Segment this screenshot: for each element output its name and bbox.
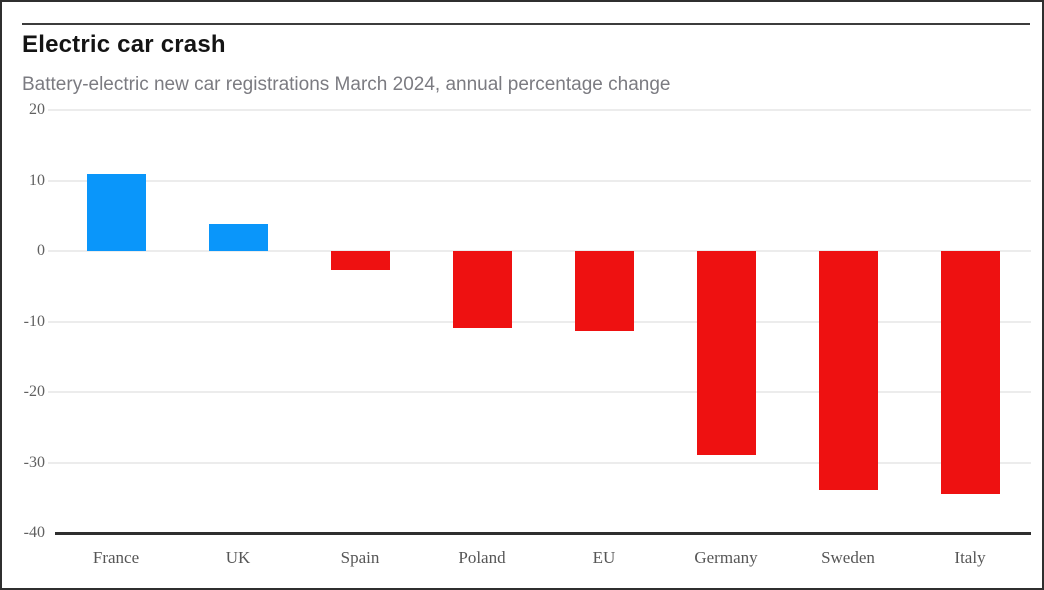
x-label-italy: Italy — [954, 548, 986, 567]
y-tick-label-20: 20 — [29, 101, 45, 118]
x-label-sweden: Sweden — [821, 548, 875, 567]
y-tick-label--10: -10 — [23, 312, 45, 330]
title-rule — [22, 23, 1030, 25]
x-label-poland: Poland — [458, 548, 506, 567]
gridline--20 — [48, 391, 1031, 393]
bar-poland — [452, 251, 512, 328]
y-tick-label--30: -30 — [23, 453, 45, 471]
x-label-france: France — [92, 548, 140, 567]
x-label-eu: EU — [592, 548, 616, 567]
bar-uk — [208, 224, 268, 251]
y-tick-label-0: 0 — [37, 242, 45, 259]
y-tick-label--40: -40 — [23, 524, 45, 541]
gridline-10 — [48, 179, 1031, 182]
bar-sweden — [818, 251, 878, 490]
bar-germany — [696, 251, 756, 455]
x-label-germany: Germany — [694, 548, 758, 567]
y-tick-label-10: 10 — [29, 171, 45, 189]
bar-france — [86, 174, 146, 251]
gridline-0 — [48, 250, 1031, 252]
x-label-spain: Spain — [340, 548, 380, 567]
bar-italy — [940, 251, 1000, 494]
bar-eu — [574, 251, 634, 331]
x-axis-line — [55, 532, 1031, 535]
y-tick-label--20: -20 — [23, 383, 45, 400]
chart-title: Electric car crash — [22, 31, 226, 58]
bar-spain — [330, 251, 390, 271]
x-label-uk: UK — [225, 548, 251, 567]
gridline-20 — [48, 109, 1031, 111]
gridline--10 — [48, 320, 1031, 323]
gridline--30 — [48, 461, 1031, 464]
chart-subtitle: Battery-electric new car registrations M… — [22, 74, 671, 95]
